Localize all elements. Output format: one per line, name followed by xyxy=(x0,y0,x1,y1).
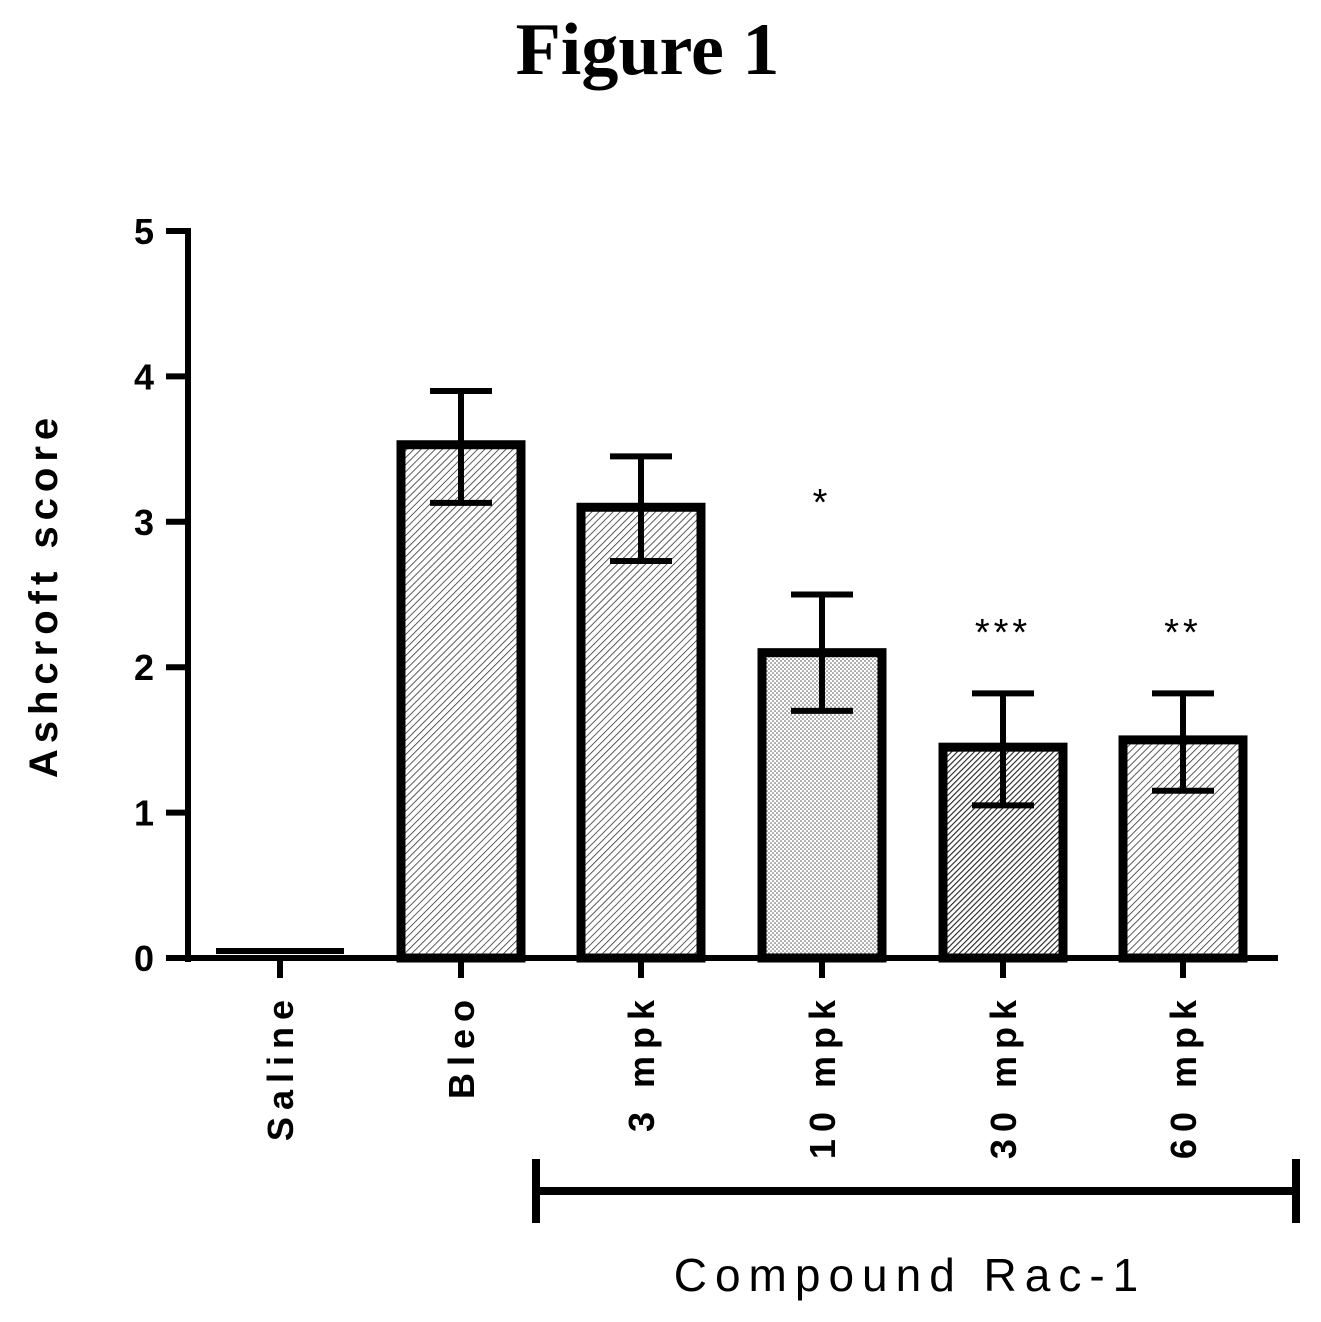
bar xyxy=(396,440,526,963)
bar xyxy=(576,502,706,963)
significance-mark: ** xyxy=(1164,612,1202,654)
x-tick-label: 60 mpk xyxy=(1163,993,1204,1159)
y-tick-label: 1 xyxy=(134,793,154,834)
x-tick-label: Saline xyxy=(260,993,301,1141)
y-tick-label: 0 xyxy=(134,938,154,979)
significance-mark: *** xyxy=(975,612,1031,654)
group-label: Compound Rac-1 xyxy=(674,1249,1147,1301)
axes: 0 1 2 3 4 5 Ashcroft score xyxy=(22,211,1278,979)
figure-title: Figure 1 xyxy=(515,9,780,91)
y-tick-label: 4 xyxy=(134,356,154,397)
x-tick-label: 3 mpk xyxy=(621,993,662,1132)
x-tick-label: 30 mpk xyxy=(983,993,1024,1159)
x-tick-label: Bleo xyxy=(441,993,482,1099)
significance-mark: * xyxy=(813,482,832,524)
bars xyxy=(216,387,1248,963)
labels: **** **Saline Bleo 3 mpk 10 mpk 30 mpk 60 mpkC… xyxy=(260,482,1300,1301)
x-tick-label: 10 mpk xyxy=(802,993,843,1159)
y-axis-label: Ashcroft score xyxy=(22,412,66,778)
y-tick-label: 3 xyxy=(134,502,154,543)
y-tick-label: 2 xyxy=(134,647,154,688)
y-tick-label: 5 xyxy=(134,211,154,252)
